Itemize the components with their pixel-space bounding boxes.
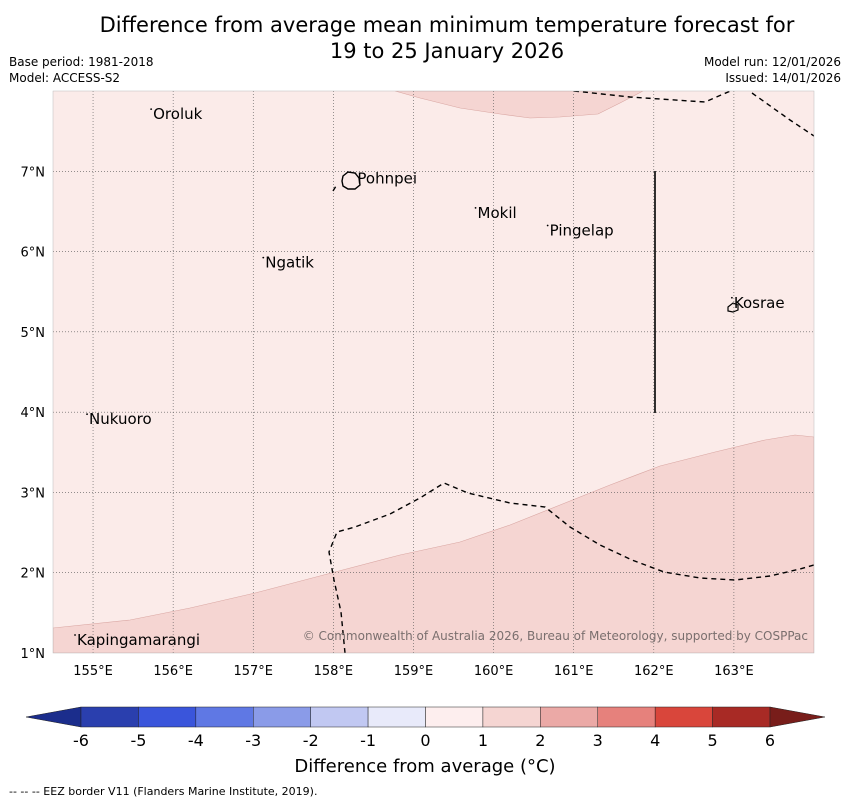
meta-right: Model run: 12/01/2026 Issued: 14/01/2026 xyxy=(704,54,841,86)
colorbar-segment xyxy=(654,706,713,728)
colorbar-tick-label: -2 xyxy=(303,731,319,750)
place-marker xyxy=(354,172,357,175)
colorbar-segment xyxy=(367,706,426,728)
eez-border-northeast xyxy=(751,92,814,137)
colorbar-segment xyxy=(138,706,197,728)
colorbar-tick-label: 4 xyxy=(650,731,660,750)
colorbar-tick-label: -5 xyxy=(130,731,146,750)
lon-tick-label: 159°E xyxy=(394,664,434,679)
title-line-2: 19 to 25 January 2026 xyxy=(329,39,565,63)
title-line-1: Difference from average mean minimum tem… xyxy=(99,13,795,37)
eez-footnote: -- -- -- EEZ border V11 (Flanders Marine… xyxy=(9,785,318,798)
copyright-notice: © Commonwealth of Australia 2026, Bureau… xyxy=(303,629,808,643)
lat-tick-label: 6°N xyxy=(21,246,46,261)
colorbar-segment xyxy=(310,706,369,728)
lon-tick-label: 163°E xyxy=(714,664,754,679)
colorbar-tick-label: 3 xyxy=(593,731,603,750)
colorbar-segment xyxy=(80,706,139,728)
meta-left: Base period: 1981-2018 Model: ACCESS-S2 xyxy=(9,54,154,86)
model-run: Model run: 12/01/2026 xyxy=(703,55,841,69)
anomaly-band-1-2-south xyxy=(53,434,814,653)
colorbar-segment xyxy=(195,706,254,728)
lon-tick-label: 161°E xyxy=(554,664,594,679)
place-marker xyxy=(474,206,477,209)
lat-tick-label: 5°N xyxy=(21,326,46,341)
lat-tick-label: 4°N xyxy=(21,406,46,421)
place-labels: Oroluk Pohnpei Mokil Pingelap Ngatik Kosrae Nu… xyxy=(74,105,785,649)
place-label: Pingelap xyxy=(550,222,614,240)
colorbar-tick-label: 6 xyxy=(765,731,775,750)
graticule xyxy=(53,91,814,653)
eez-border-south xyxy=(328,482,814,653)
colorbar-tick-label: 0 xyxy=(420,731,430,750)
colorbar-tick-label: 5 xyxy=(707,731,717,750)
colorbar: -6 -5 -4 -3 -2 -1 0 1 2 3 4 5 6 xyxy=(25,706,826,750)
colorbar-segment xyxy=(253,706,311,728)
colorbar-tick-label: -3 xyxy=(245,731,261,750)
colorbar-tick-label: -6 xyxy=(73,731,89,750)
lon-tick-label: 157°E xyxy=(233,664,273,679)
place-label: Pohnpei xyxy=(357,169,417,187)
colorbar-segment xyxy=(712,706,771,728)
eez-border-pohnpei xyxy=(332,185,337,192)
place-label: Oroluk xyxy=(153,105,202,123)
colorbar-extend-low xyxy=(25,706,82,728)
pohnpei-island xyxy=(341,171,361,190)
place-label: Mokil xyxy=(478,204,517,222)
model-name: Model: ACCESS-S2 xyxy=(9,71,121,85)
place-marker xyxy=(262,256,265,259)
place-marker xyxy=(150,108,153,110)
colorbar-segment xyxy=(540,706,598,728)
plot-area: Oroluk Pohnpei Mokil Pingelap Ngatik Kosrae Nu… xyxy=(53,91,814,653)
colorbar-tick-label: 2 xyxy=(535,731,545,750)
issued-date: Issued: 14/01/2026 xyxy=(725,71,841,85)
place-label: Kapingamarangi xyxy=(77,631,200,649)
place-label: Kosrae xyxy=(734,294,785,312)
colorbar-label: Difference from average (°C) xyxy=(294,756,556,777)
lat-tick-label: 1°N xyxy=(21,647,46,662)
colorbar-extend-high xyxy=(769,706,826,728)
chart-title: Difference from average mean minimum tem… xyxy=(0,12,850,64)
base-period: Base period: 1981-2018 xyxy=(9,55,154,69)
place-label: Nukuoro xyxy=(89,410,152,428)
lon-tick-label: 155°E xyxy=(73,664,113,679)
axis-labels: 155°E 156°E 157°E 158°E 159°E 160°E 161°E 162°E… xyxy=(21,165,754,679)
place-marker xyxy=(86,413,88,416)
lon-tick-label: 156°E xyxy=(153,664,193,679)
place-marker xyxy=(74,634,76,636)
plot-frame xyxy=(52,90,815,654)
lat-tick-label: 7°N xyxy=(21,165,46,180)
colorbar-tick-label: 1 xyxy=(478,731,488,750)
colorbar-tick-label: -4 xyxy=(188,731,204,750)
colorbar-tick-label: -1 xyxy=(360,731,376,750)
lon-tick-label: 158°E xyxy=(314,664,354,679)
lon-tick-label: 162°E xyxy=(634,664,674,679)
place-marker xyxy=(730,296,733,299)
kosrae-island xyxy=(727,302,739,313)
eez-borders xyxy=(328,91,814,653)
colorbar-segment xyxy=(425,706,484,728)
colorbar-segment xyxy=(482,706,541,728)
lat-tick-label: 3°N xyxy=(21,486,46,501)
place-marker xyxy=(546,224,549,227)
place-label: Ngatik xyxy=(265,254,314,272)
eez-border-north xyxy=(573,91,733,103)
lon-tick-label: 160°E xyxy=(474,664,514,679)
colorbar-segment xyxy=(597,706,656,728)
lat-tick-label: 2°N xyxy=(21,567,46,582)
